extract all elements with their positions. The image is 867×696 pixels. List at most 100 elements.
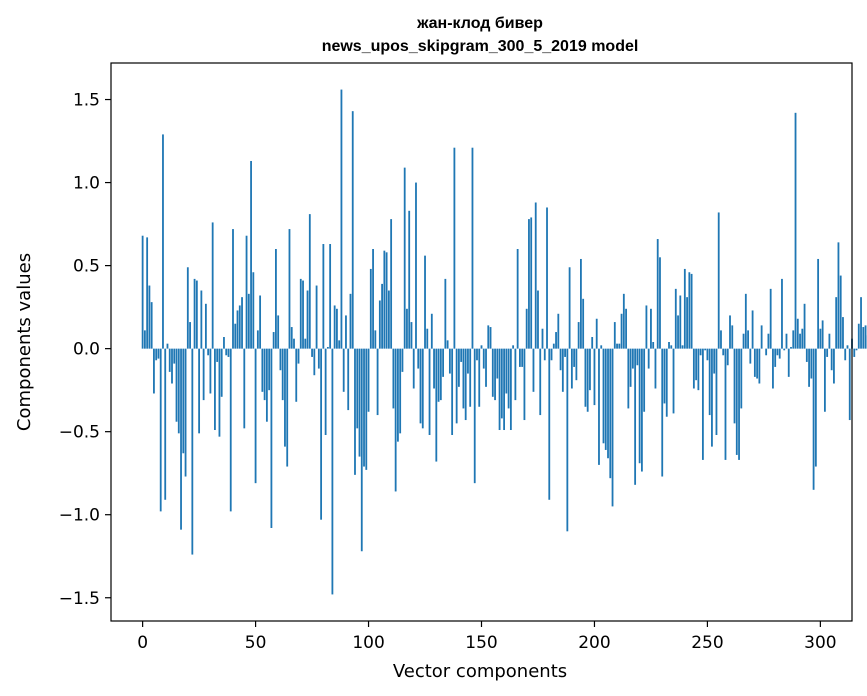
bar xyxy=(722,348,725,356)
y-tick-label: 0.5 xyxy=(73,257,100,277)
bar xyxy=(385,252,388,349)
bar xyxy=(753,348,756,377)
bar xyxy=(559,348,562,371)
bar xyxy=(453,147,456,349)
bar xyxy=(275,249,277,349)
bar xyxy=(284,348,286,447)
bar xyxy=(458,348,460,387)
bar xyxy=(279,348,282,371)
bar xyxy=(162,134,164,349)
bar xyxy=(157,348,160,359)
bar xyxy=(663,348,666,404)
bar xyxy=(604,348,607,450)
bar xyxy=(643,348,646,412)
bar xyxy=(500,348,503,419)
bar xyxy=(690,273,693,349)
bar xyxy=(329,244,332,349)
bar xyxy=(638,348,641,464)
bar xyxy=(733,348,736,424)
bar xyxy=(297,348,300,364)
bar xyxy=(677,315,679,349)
bar xyxy=(184,348,187,477)
bar xyxy=(641,348,643,472)
bar xyxy=(209,348,212,394)
bar xyxy=(392,348,395,409)
bar xyxy=(555,332,557,349)
bar xyxy=(304,338,307,349)
bar xyxy=(261,348,264,392)
bar xyxy=(171,348,173,384)
bar xyxy=(692,348,695,389)
bar xyxy=(234,323,237,349)
bar xyxy=(229,348,232,512)
bar xyxy=(191,348,194,555)
bar xyxy=(491,348,494,397)
bar xyxy=(417,348,420,369)
y-tick-label: 1.0 xyxy=(73,174,100,194)
bar xyxy=(767,333,770,349)
bar xyxy=(830,348,833,371)
bar xyxy=(532,348,535,392)
bar xyxy=(168,348,171,372)
bar xyxy=(860,297,862,349)
bar xyxy=(742,333,745,349)
bar xyxy=(173,348,176,364)
bar xyxy=(381,283,383,349)
bar xyxy=(376,348,379,416)
bar xyxy=(598,348,600,465)
bar xyxy=(769,288,772,349)
bar xyxy=(478,348,481,407)
bar xyxy=(340,89,343,349)
bar xyxy=(523,348,526,421)
bar xyxy=(541,328,544,349)
bar xyxy=(322,244,325,349)
bar xyxy=(774,348,777,367)
bar xyxy=(250,160,252,349)
bar xyxy=(837,242,840,349)
x-axis-label: Vector components xyxy=(393,661,567,682)
bar xyxy=(568,267,571,349)
x-tick-label: 0 xyxy=(137,633,148,653)
bar xyxy=(236,310,239,349)
bar xyxy=(790,346,792,349)
bar xyxy=(729,315,731,349)
bar xyxy=(552,343,555,349)
bar xyxy=(537,290,539,349)
bar xyxy=(735,348,738,455)
bar xyxy=(593,348,596,406)
x-tick-label: 50 xyxy=(245,633,267,653)
bar xyxy=(383,250,386,349)
bar xyxy=(823,348,826,412)
bar xyxy=(218,348,221,437)
bar xyxy=(189,322,191,349)
bar xyxy=(277,315,280,349)
bar xyxy=(437,348,440,402)
chart-title: жан-клод бивер xyxy=(416,15,543,32)
y-tick-label: −1.0 xyxy=(59,506,100,526)
bar xyxy=(783,348,786,351)
bar xyxy=(781,278,783,349)
bar xyxy=(177,348,180,434)
bar xyxy=(751,310,754,349)
bar xyxy=(842,317,844,349)
y-tick-label: −0.5 xyxy=(59,423,100,443)
bar xyxy=(848,348,851,421)
bar xyxy=(200,290,203,349)
bar xyxy=(570,348,573,389)
bar xyxy=(211,222,214,349)
bar xyxy=(853,348,856,357)
bar xyxy=(268,348,271,391)
bar xyxy=(349,293,352,349)
bar xyxy=(512,345,515,349)
bar xyxy=(394,348,397,492)
bar xyxy=(620,313,623,349)
bar xyxy=(509,348,512,431)
bar xyxy=(808,348,810,387)
bar xyxy=(503,348,505,431)
x-tick-label: 100 xyxy=(352,633,384,653)
bar xyxy=(446,340,449,349)
bar xyxy=(265,348,268,422)
bar xyxy=(290,327,293,349)
bar xyxy=(543,348,546,361)
bar xyxy=(792,330,795,349)
